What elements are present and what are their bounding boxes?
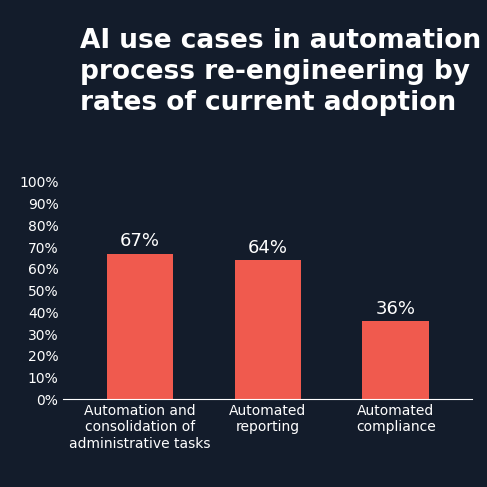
Text: 64%: 64%	[248, 239, 288, 257]
Bar	[235, 260, 301, 399]
Text: 36%: 36%	[375, 300, 416, 318]
Bar	[362, 321, 429, 399]
Text: AI use cases in automation &
process re-engineering by
rates of current adoption: AI use cases in automation & process re-…	[80, 28, 487, 116]
Bar	[107, 254, 173, 399]
Text: 67%: 67%	[120, 232, 160, 250]
